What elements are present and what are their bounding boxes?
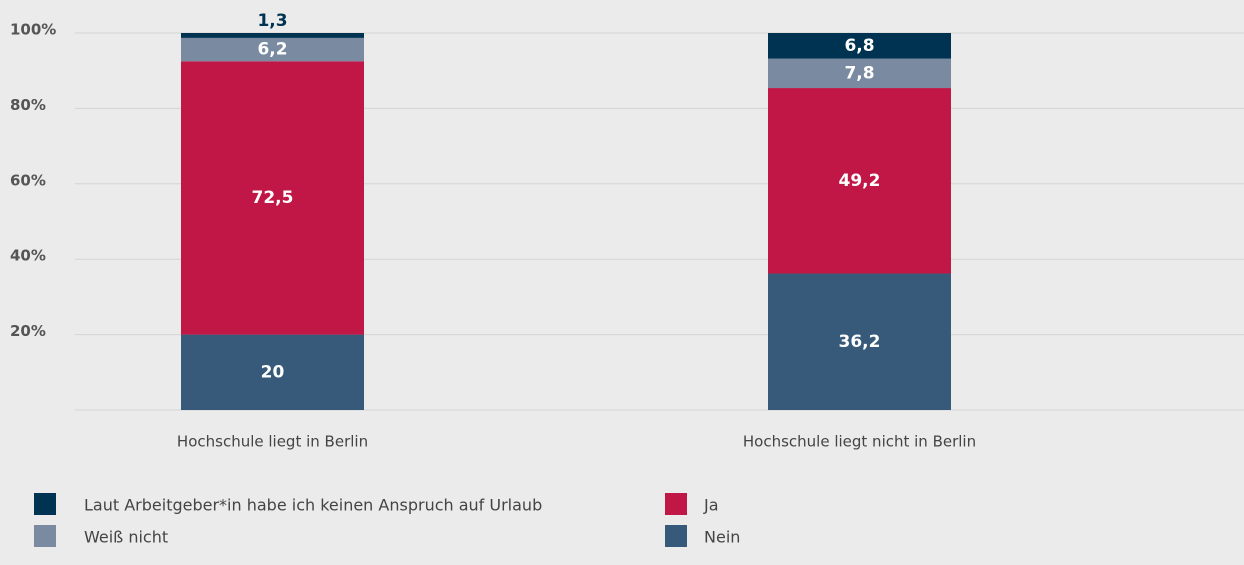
legend-swatch xyxy=(665,493,687,515)
legend-label: Ja xyxy=(703,496,719,515)
legend-swatch xyxy=(34,493,56,515)
x-tick-label: Hochschule liegt nicht in Berlin xyxy=(743,433,976,451)
value-label: 72,5 xyxy=(252,188,294,208)
legend-label: Weiß nicht xyxy=(84,528,168,547)
x-tick-label: Hochschule liegt in Berlin xyxy=(177,433,368,451)
value-label: 7,8 xyxy=(844,63,874,83)
bar-segment xyxy=(181,37,364,62)
y-tick-label: 80% xyxy=(10,96,46,114)
legend-label: Laut Arbeitgeber*in habe ich keinen Ansp… xyxy=(84,496,542,515)
value-label: 49,2 xyxy=(839,171,881,191)
value-label: 6,8 xyxy=(844,36,874,56)
value-label: 36,2 xyxy=(839,332,881,352)
value-label: 20 xyxy=(261,362,285,382)
y-tick-label: 60% xyxy=(10,171,46,189)
y-tick-label: 40% xyxy=(10,247,46,265)
bar-segment xyxy=(768,33,951,59)
bar-segment xyxy=(181,61,364,335)
y-tick-label: 20% xyxy=(10,322,46,340)
value-label: 6,2 xyxy=(257,40,287,60)
legend-swatch xyxy=(34,525,56,547)
legend-swatch xyxy=(665,525,687,547)
bar-segment xyxy=(768,88,951,274)
value-label: 1,3 xyxy=(257,11,287,31)
legend-label: Nein xyxy=(704,528,740,547)
bar-segment xyxy=(181,334,364,410)
y-tick-label: 100% xyxy=(10,21,56,39)
bar-segment xyxy=(768,273,951,410)
bar-segment xyxy=(768,58,951,89)
bar-segment xyxy=(181,33,364,38)
